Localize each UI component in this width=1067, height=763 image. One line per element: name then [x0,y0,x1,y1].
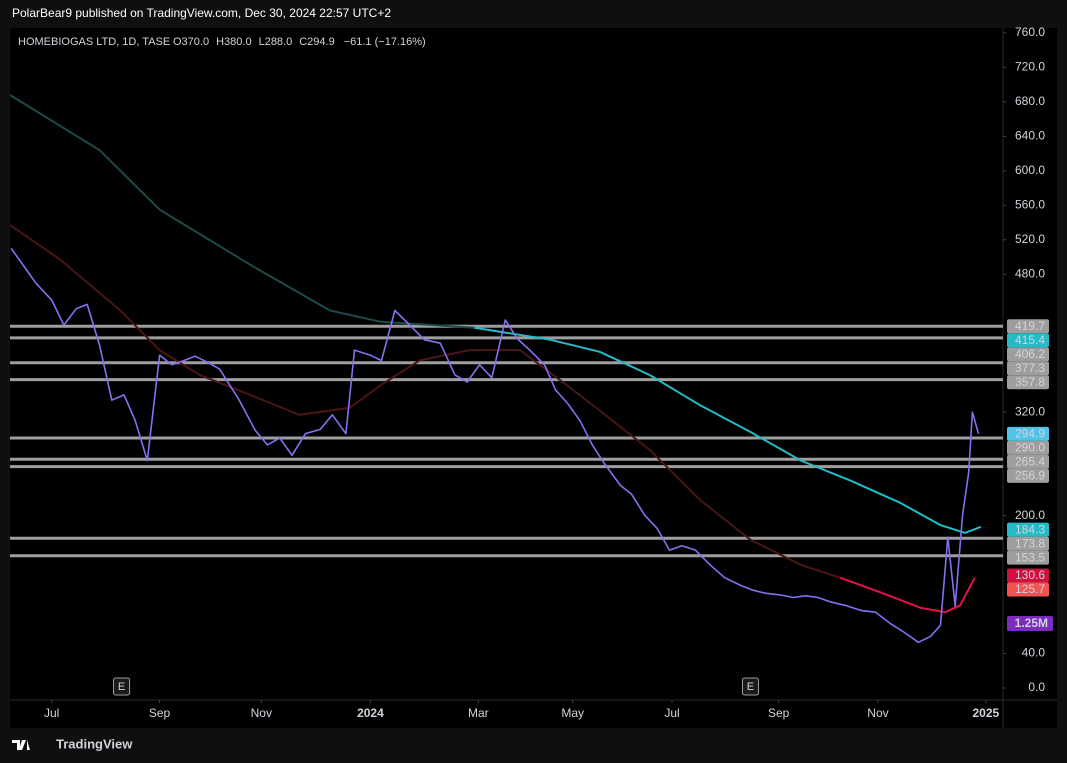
level-label: 265.4 [1015,454,1045,468]
series-line [839,576,976,614]
level-box [1007,468,1049,483]
series-line [9,224,841,579]
header-title: PolarBear9 published on TradingView.com,… [12,6,391,20]
plot-background [10,28,1057,728]
level-box [1007,550,1049,565]
tag-box [1007,568,1049,583]
brand-logo [12,740,30,750]
y-tick-label: 760.0 [1015,25,1045,39]
y-tick-label: 600.0 [1015,163,1045,177]
level-label: 173.8 [1015,536,1045,550]
tag-box [1007,333,1049,348]
y-tick-label: 0.0 [1028,680,1045,694]
y-tick-label: 680.0 [1015,94,1045,108]
event-label: E [747,681,754,693]
level-label: 377.3 [1015,361,1045,375]
legend-value: O370.0 [173,36,209,48]
x-tick-label: Nov [251,706,272,720]
tag-label: 184.3 [1015,522,1045,536]
series-line [474,326,982,534]
tag-label: 125.7 [1015,582,1045,596]
event-marker [741,677,759,696]
y-tick-label: 320.0 [1015,404,1045,418]
tag-box [1007,522,1049,537]
level-label: 153.5 [1015,550,1045,564]
x-tick-label: 2025 [972,706,999,720]
legend-symbol: HOMEBIOGAS LTD, 1D, TASE [18,36,170,48]
y-tick-label: 200.0 [1015,508,1045,522]
series-line [9,94,475,329]
x-tick-label: Jul [44,706,59,720]
legend-value: C294.9 [299,36,334,48]
level-box [1007,375,1049,390]
tag-label: 130.6 [1015,568,1045,582]
tag-box [1007,426,1049,441]
legend-value: L288.0 [259,36,293,48]
legend-value: H380.0 [216,36,251,48]
y-tick-label: 720.0 [1015,60,1045,74]
volume-box [1007,616,1053,631]
y-tick-label: 40.0 [1022,646,1046,660]
level-box [1007,454,1049,469]
y-tick-label: 480.0 [1015,266,1045,280]
level-box [1007,440,1049,455]
x-tick-label: Sep [768,706,790,720]
event-label: E [118,681,125,693]
level-label: 357.8 [1015,375,1045,389]
tag-label: 294.9 [1015,426,1045,440]
level-box [1007,536,1049,551]
level-box [1007,319,1049,334]
y-tick-label: 560.0 [1015,197,1045,211]
x-tick-label: 2024 [357,706,384,720]
tag-box [1007,582,1049,597]
series-line [10,247,980,644]
level-label: 290.0 [1015,440,1045,454]
y-tick-label: 520.0 [1015,232,1045,246]
x-tick-label: May [561,706,584,720]
level-box [1007,361,1049,376]
footer-brand: TradingView [56,736,133,751]
level-label: 419.7 [1015,319,1045,333]
volume-label: 1.25M [1015,616,1048,630]
x-tick-label: Sep [149,706,171,720]
y-tick-label: 640.0 [1015,129,1045,143]
level-label: 256.9 [1015,468,1045,482]
level-label: 406.2 [1015,347,1045,361]
x-tick-label: Jul [664,706,679,720]
x-tick-label: Nov [867,706,888,720]
legend-ohlc: O370.0 H380.0 L288.0 C294.9 −61.1 (−17.16%) [173,36,426,48]
event-marker [113,677,131,696]
tag-label: 415.4 [1015,333,1045,347]
x-tick-label: Mar [468,706,489,720]
level-box [1007,347,1049,362]
legend-change: −61.1 (−17.16%) [344,36,426,48]
